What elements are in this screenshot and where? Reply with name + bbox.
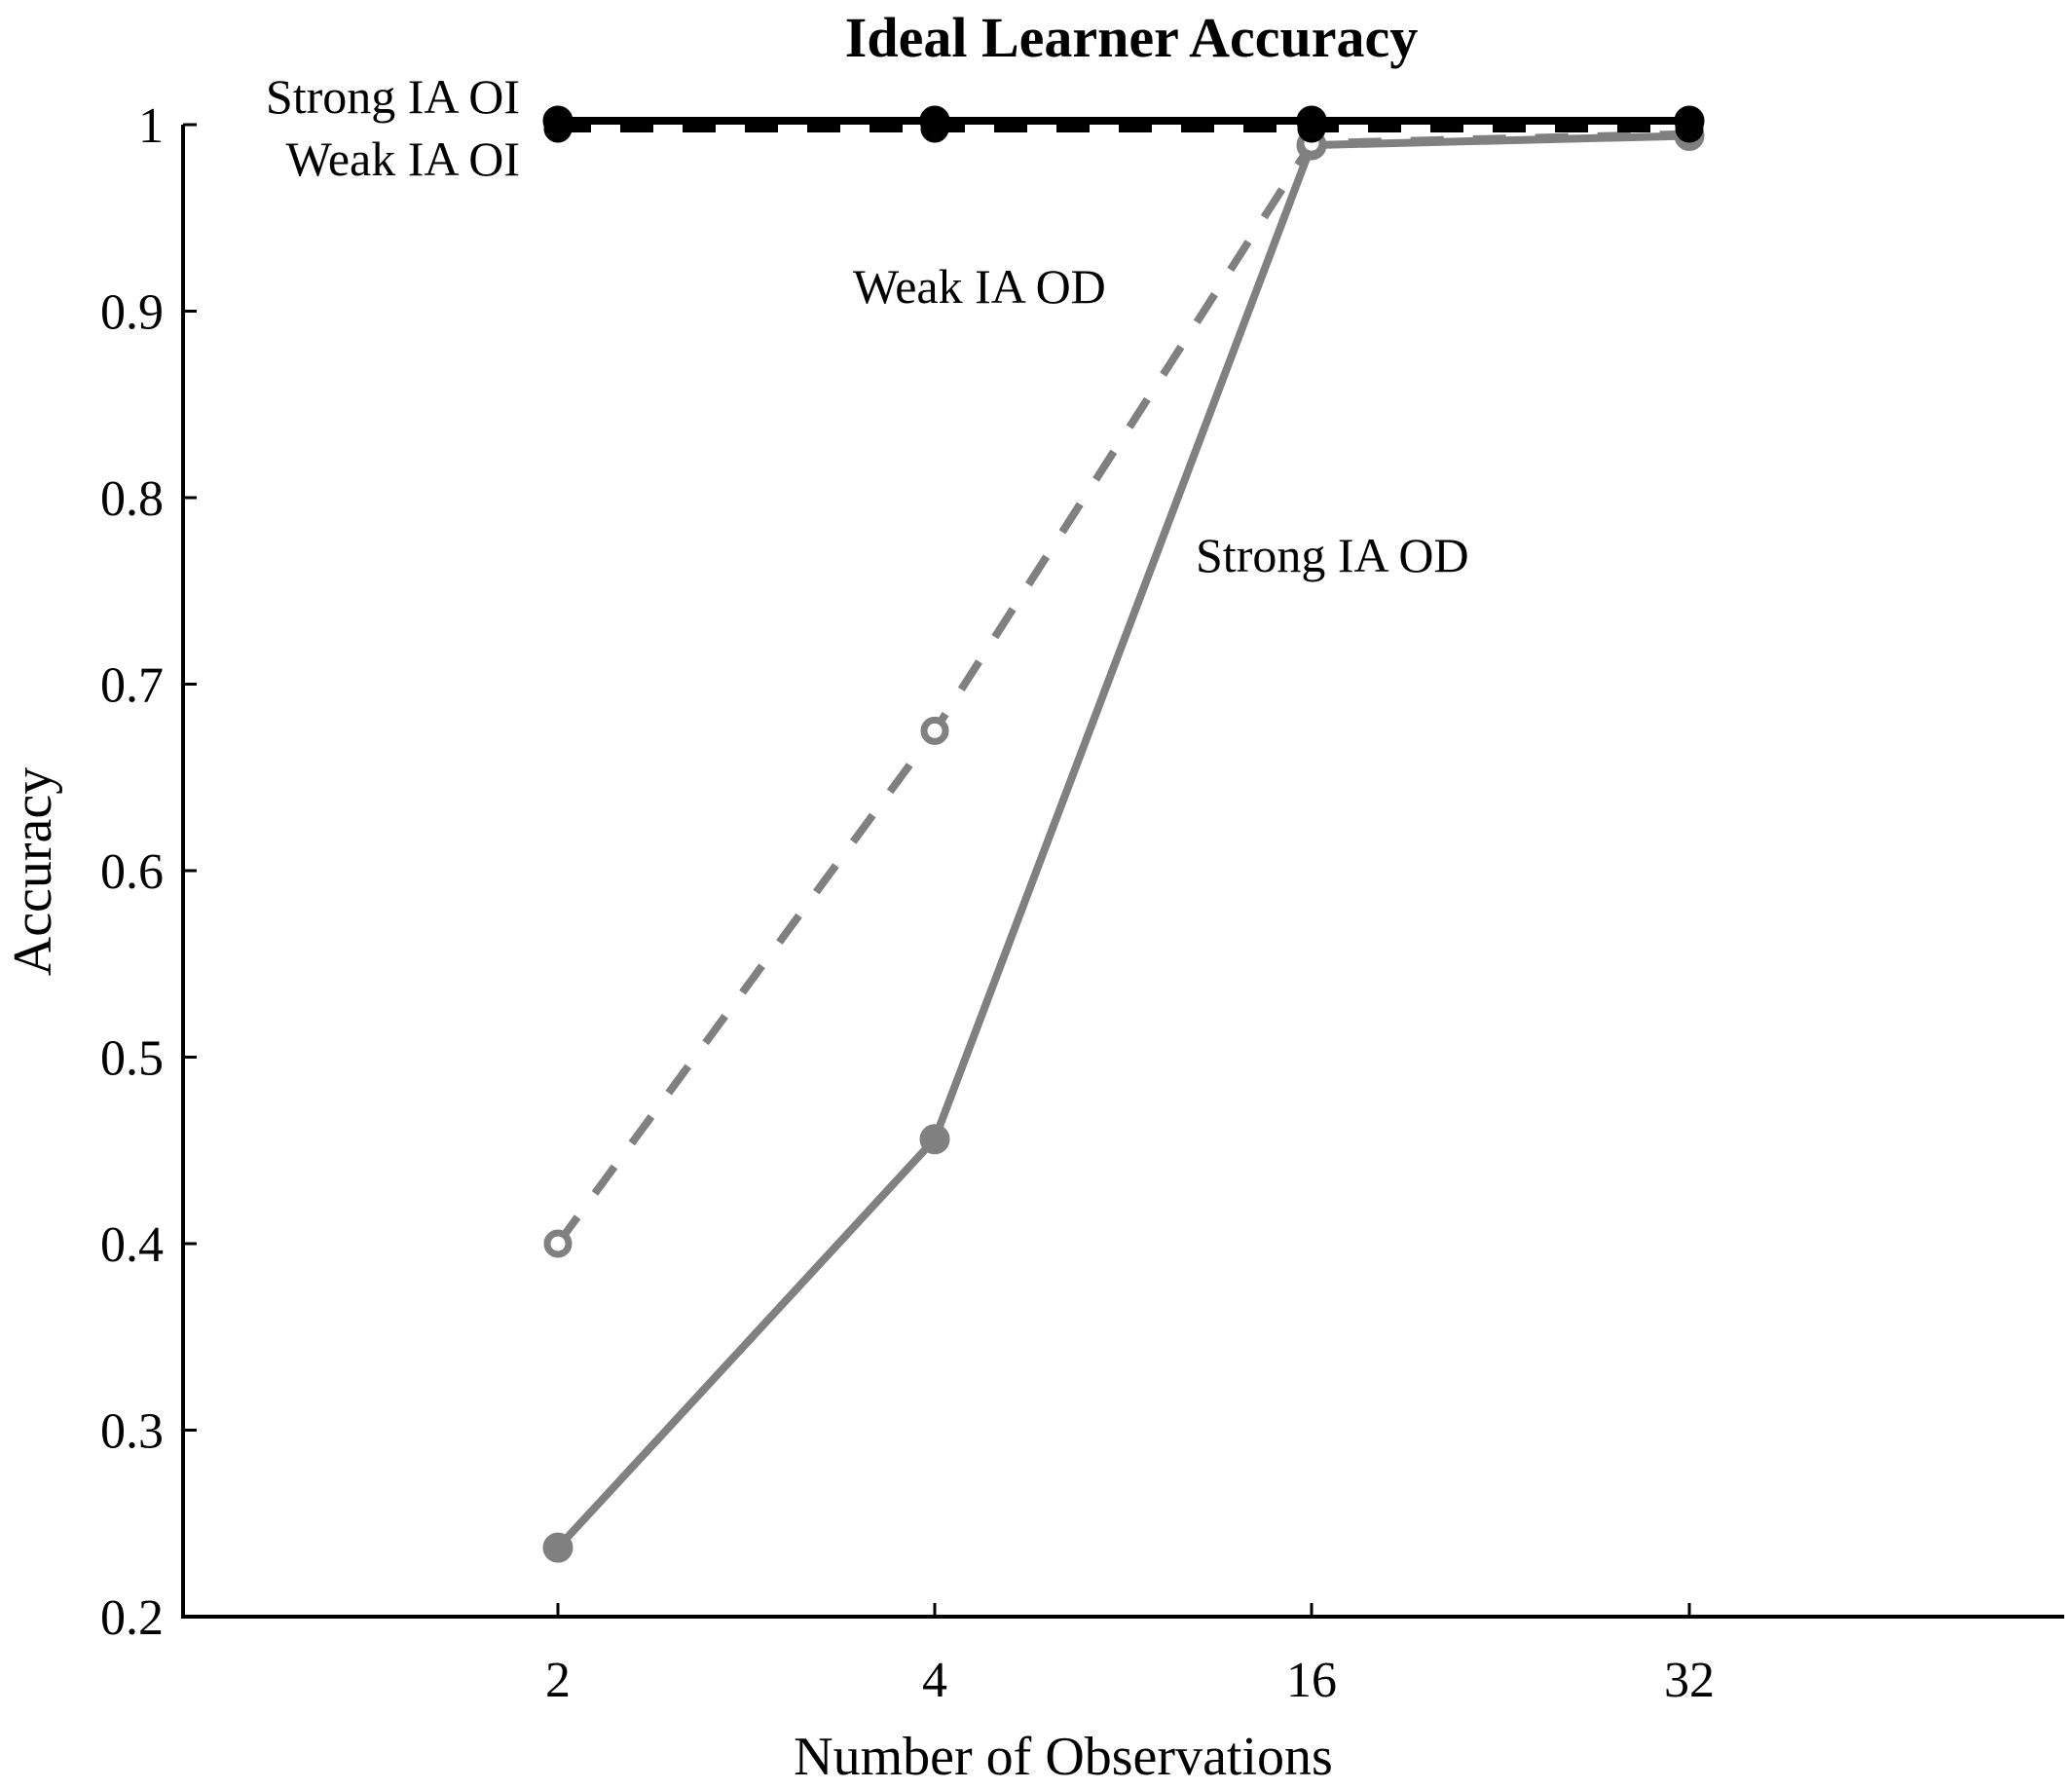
data-point-strong-ia-oi — [542, 105, 574, 136]
data-point-strong-ia-od — [542, 1532, 574, 1563]
x-axis-label: Number of Observations — [794, 1727, 1333, 1787]
data-point-strong-ia-oi — [1674, 105, 1705, 136]
y-tick-label: 0.5 — [100, 1031, 164, 1087]
series-labels: Strong IA OI Weak IA OI Weak IA OD Stron… — [266, 69, 1469, 582]
y-tick-label: 0.2 — [100, 1590, 164, 1646]
y-tick-label: 0.9 — [100, 285, 164, 341]
chart-title: Ideal Learner Accuracy — [845, 6, 1418, 69]
y-ticks: 0.2 0.3 0.4 0.5 0.6 0.7 0.8 0.9 1 — [100, 98, 197, 1646]
x-tick-label: 16 — [1286, 1653, 1337, 1708]
data-point-weak-ia-od — [920, 716, 949, 745]
data-point-strong-ia-oi — [1296, 105, 1327, 136]
marker-layer — [542, 105, 1705, 1563]
y-tick-label: 0.6 — [100, 844, 164, 900]
y-tick-label: 0.3 — [100, 1404, 164, 1460]
series-line-weak-ia-od — [554, 130, 1690, 1247]
y-tick-label: 0.4 — [100, 1217, 164, 1273]
series-label-weak-ia-oi: Weak IA OI — [286, 131, 520, 186]
x-tick-label: 2 — [545, 1653, 571, 1708]
x-tick-label: 32 — [1664, 1653, 1715, 1708]
data-point-weak-ia-od — [543, 1229, 573, 1258]
y-tick-label: 0.8 — [100, 471, 164, 527]
y-axis-label: Accuracy — [3, 767, 63, 977]
series-layer — [554, 117, 1690, 1550]
series-label-strong-ia-od: Strong IA OD — [1196, 528, 1469, 582]
series-label-weak-ia-od: Weak IA OD — [853, 259, 1106, 314]
x-tick-label: 4 — [922, 1653, 947, 1708]
data-point-strong-ia-oi — [919, 105, 950, 136]
plot-area — [542, 105, 1705, 1563]
axes: 0.2 0.3 0.4 0.5 0.6 0.7 0.8 0.9 1 2 4 16 32 — [100, 98, 2064, 1708]
data-point-strong-ia-od — [919, 1124, 950, 1155]
series-label-strong-ia-oi: Strong IA OI — [266, 69, 520, 124]
y-tick-label: 0.7 — [100, 658, 164, 714]
y-tick-label: 1 — [138, 98, 164, 154]
series-line-strong-ia-od — [555, 131, 1690, 1550]
x-ticks: 2 4 16 32 — [545, 1603, 1715, 1708]
